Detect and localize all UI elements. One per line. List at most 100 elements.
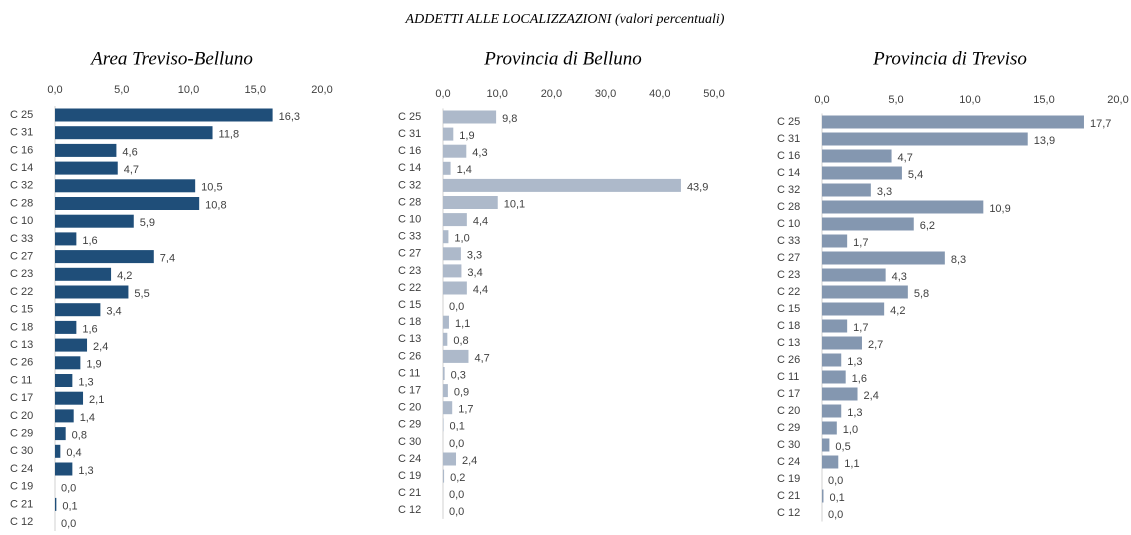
data-label: 3,4	[106, 306, 121, 318]
chart-title: Provincia di Belluno	[483, 48, 642, 69]
data-label: 8,3	[951, 254, 966, 266]
data-label: 3,3	[467, 250, 482, 262]
bar	[443, 401, 453, 415]
bar	[443, 418, 444, 432]
data-label: 4,4	[473, 284, 488, 296]
category-label: C 18	[10, 321, 33, 333]
bar	[822, 285, 908, 299]
data-label: 0,0	[449, 438, 464, 450]
bar	[443, 281, 467, 295]
bar	[822, 404, 842, 418]
bar	[822, 370, 846, 384]
bar	[443, 144, 467, 158]
bar	[822, 336, 862, 350]
x-tick-label: 20,0	[541, 88, 562, 100]
category-label: C 21	[777, 490, 800, 502]
bar	[55, 161, 118, 175]
x-tick-label: 10,0	[959, 94, 980, 106]
category-label: C 33	[398, 231, 421, 243]
category-label: C 14	[10, 162, 33, 174]
category-label: C 28	[777, 201, 800, 213]
data-label: 16,3	[279, 111, 300, 123]
bar	[443, 315, 449, 329]
category-label: C 13	[398, 333, 421, 345]
data-label: 9,8	[502, 113, 517, 125]
bar	[822, 387, 858, 401]
bar	[443, 127, 454, 141]
data-label: 0,0	[828, 475, 843, 487]
bar	[822, 234, 848, 248]
bar	[55, 320, 77, 334]
data-label: 1,7	[853, 237, 868, 249]
bar	[822, 353, 842, 367]
category-label: C 17	[10, 392, 33, 404]
category-label: C 31	[777, 133, 800, 145]
category-label: C 22	[398, 282, 421, 294]
data-label: 5,8	[914, 288, 929, 300]
bar	[55, 427, 66, 441]
category-label: C 11	[777, 371, 799, 383]
category-label: C 32	[10, 180, 33, 192]
category-label: C 12	[777, 507, 800, 519]
category-label: C 20	[10, 410, 33, 422]
bar	[822, 455, 839, 469]
bar	[55, 126, 213, 140]
x-tick-label: 20,0	[1107, 94, 1128, 106]
category-label: C 29	[398, 419, 421, 431]
bar	[55, 232, 77, 246]
data-label: 0,3	[451, 369, 466, 381]
category-label: C 31	[398, 128, 421, 140]
bar	[822, 200, 984, 214]
x-tick-label: 5,0	[114, 84, 129, 96]
category-label: C 27	[10, 251, 33, 263]
data-label: 2,7	[868, 339, 883, 351]
data-label: 1,3	[78, 376, 93, 388]
bar	[822, 438, 830, 452]
data-label: 1,1	[844, 458, 859, 470]
bar	[443, 230, 449, 244]
category-label: C 10	[10, 215, 33, 227]
category-label: C 24	[777, 456, 800, 468]
category-label: C 28	[398, 196, 421, 208]
data-label: 10,5	[201, 182, 222, 194]
category-label: C 32	[398, 179, 421, 191]
data-label: 4,6	[122, 146, 137, 158]
chart-title: Provincia di Treviso	[872, 48, 1027, 69]
x-tick-label: 10,0	[486, 88, 507, 100]
bar	[55, 338, 88, 352]
data-label: 2,4	[93, 341, 108, 353]
bar	[55, 409, 74, 423]
category-label: C 27	[398, 248, 421, 260]
data-label: 1,9	[86, 359, 101, 371]
category-label: C 31	[10, 127, 33, 139]
data-label: 5,9	[140, 217, 155, 229]
category-label: C 24	[398, 453, 421, 465]
data-label: 11,8	[219, 129, 240, 141]
bar	[822, 302, 885, 316]
bar	[822, 319, 848, 333]
x-tick-label: 15,0	[1033, 94, 1054, 106]
data-label: 0,8	[72, 430, 87, 442]
category-label: C 14	[398, 162, 421, 174]
bar	[55, 356, 81, 370]
data-label: 1,4	[457, 164, 472, 176]
data-label: 0,0	[61, 483, 76, 495]
category-label: C 17	[398, 385, 421, 397]
chart-title: Area Treviso-Belluno	[89, 48, 253, 69]
category-label: C 27	[777, 252, 800, 264]
category-label: C 15	[10, 304, 33, 316]
bar	[443, 367, 445, 380]
data-label: 1,3	[78, 465, 93, 477]
x-tick-label: 30,0	[595, 88, 616, 100]
category-label: C 15	[398, 299, 421, 311]
data-label: 0,4	[66, 447, 81, 459]
bar	[443, 161, 451, 175]
data-label: 0,1	[829, 492, 844, 504]
category-label: C 32	[777, 184, 800, 196]
bar	[443, 196, 498, 209]
category-label: C 17	[777, 388, 800, 400]
x-tick-label: 50,0	[703, 88, 724, 100]
bar	[822, 149, 892, 163]
category-label: C 26	[777, 354, 800, 366]
data-label: 1,6	[82, 323, 97, 335]
